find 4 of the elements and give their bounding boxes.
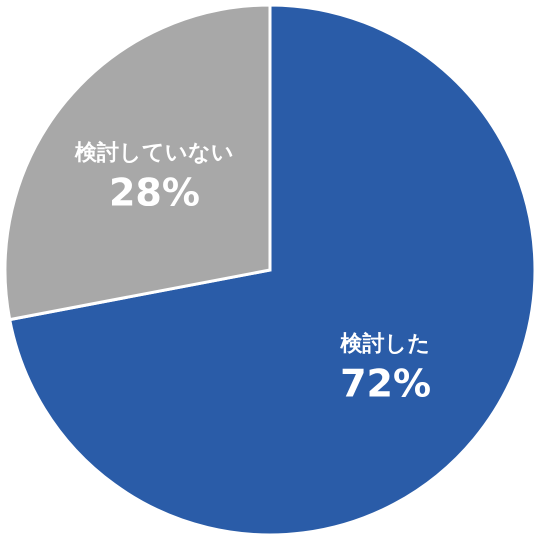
- data-label: 28%: [108, 170, 200, 214]
- slice-label: 検討していない: [74, 140, 234, 166]
- slice-label: 検討した: [340, 332, 431, 357]
- data-label: 72%: [340, 362, 432, 406]
